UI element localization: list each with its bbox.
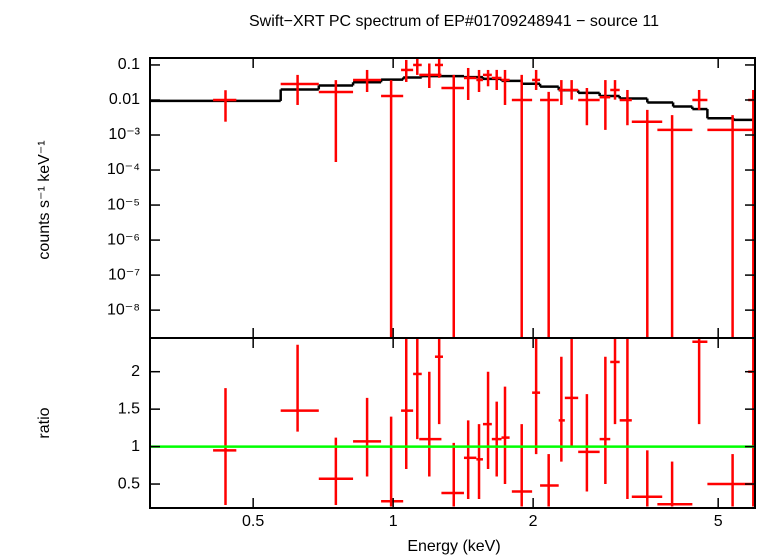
x-tick-label: 0.5 — [242, 513, 264, 530]
y-tick-label: 10⁻⁵ — [107, 196, 140, 213]
y-tick-label: 2 — [131, 363, 140, 380]
spectrum-plot — [150, 58, 755, 338]
x-tick-label: 5 — [714, 513, 723, 530]
y-tick-label: 1 — [131, 438, 140, 455]
ratio-plot — [150, 338, 755, 507]
x-tick-label: 1 — [389, 513, 398, 530]
y-axis-label: ratio — [36, 407, 53, 438]
y-tick-label: 10⁻⁶ — [107, 231, 140, 248]
y-tick-label: 10⁻³ — [108, 126, 140, 143]
x-tick-label: 2 — [529, 513, 538, 530]
y-tick-label: 10⁻⁸ — [107, 301, 140, 318]
axes: 0.1 0.01 10⁻³ 10⁻⁴ 10⁻⁵ 10⁻⁶ 10⁻⁷ 10⁻⁸ 0.5 1 1.5 2 0… — [107, 56, 755, 530]
y-tick-label: 10⁻⁴ — [107, 161, 140, 178]
y-tick-label: 1.5 — [118, 400, 140, 417]
y-tick-label: 0.1 — [118, 56, 140, 73]
y-tick-label: 0.5 — [118, 475, 140, 492]
chart-title: Swift−XRT PC spectrum of EP#01709248941 … — [249, 13, 659, 30]
ratio-frame — [149, 337, 756, 509]
y-tick-label: 10⁻⁷ — [108, 266, 140, 283]
x-axis-label: Energy (keV) — [407, 538, 500, 555]
y-axis-label: counts s⁻¹ keV⁻¹ — [36, 140, 53, 259]
y-tick-label: 0.01 — [109, 91, 140, 108]
